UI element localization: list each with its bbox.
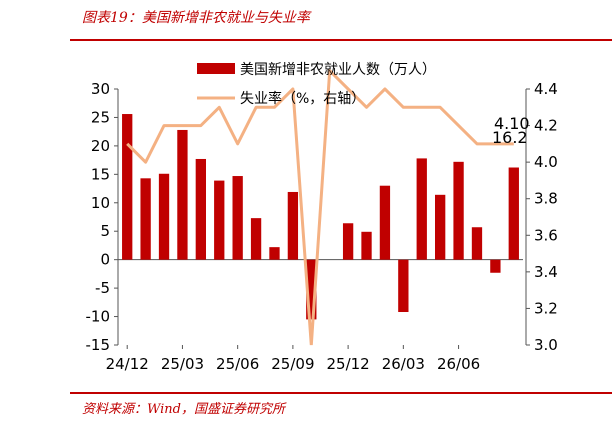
y-right-tick-label: 4.2 <box>534 117 558 135</box>
y-left-tick-label: -5 <box>95 279 110 297</box>
bar-25/05 <box>214 180 225 260</box>
source-note: 资料来源：Wind，国盛证券研究所 <box>82 402 285 417</box>
x-tick-label: 26/03 <box>382 355 425 373</box>
x-tick-label: 25/09 <box>271 355 314 373</box>
bar-25/12 <box>342 223 354 260</box>
legend-swatch-bar <box>197 63 235 74</box>
bar-24/12 <box>122 114 133 260</box>
bar-26/09 <box>508 167 519 260</box>
legend-label-bar: 美国新增非农就业人数（万人） <box>240 62 436 78</box>
y-left-tick-label: 20 <box>91 137 110 155</box>
bar-25/02 <box>158 173 170 260</box>
bar-26/06 <box>453 161 464 260</box>
y-left-tick-label: 15 <box>91 165 110 183</box>
data-label-payrolls: 16.2 <box>492 128 528 147</box>
unemployment-line <box>126 69 514 346</box>
x-tick-label: 26/06 <box>437 355 480 373</box>
y-left-tick-label: -10 <box>86 308 111 326</box>
bar-25/07 <box>250 218 262 260</box>
y-right-tick-label: 4.4 <box>534 80 558 98</box>
y-right-tick-label: 3.0 <box>534 336 558 354</box>
bottom-rule <box>70 392 612 394</box>
y-left-tick-label: 0 <box>100 251 110 269</box>
bar-25/03 <box>177 129 188 260</box>
top-rule <box>70 39 612 41</box>
y-right-tick-label: 3.8 <box>534 190 558 208</box>
y-right-tick-label: 3.6 <box>534 226 558 244</box>
y-right-tick-label: 3.4 <box>534 263 558 281</box>
x-tick-label: 24/12 <box>106 355 149 373</box>
bar-25/09 <box>287 191 299 260</box>
y-left-tick-label: 10 <box>91 194 110 212</box>
data-label-unemployment: 4.10 <box>494 114 530 133</box>
bar-25/08 <box>269 247 280 260</box>
y-right-tick-label: 4.0 <box>534 153 558 171</box>
y-left-tick-label: 30 <box>91 80 110 98</box>
y-left-tick-label: 25 <box>91 108 110 126</box>
bar-25/06 <box>232 176 243 260</box>
bar-26/05 <box>435 194 446 260</box>
x-tick-label: 25/06 <box>216 355 259 373</box>
y-right-tick-label: 3.2 <box>534 299 558 317</box>
legend-label-line: 失业率（%，右轴） <box>240 90 365 107</box>
y-left-tick-label: 5 <box>100 222 110 240</box>
bar-26/07 <box>471 227 483 260</box>
bar-25/04 <box>195 158 206 260</box>
bar-26/08 <box>490 259 501 273</box>
bar-26/04 <box>416 158 427 260</box>
bar-26/01 <box>361 231 372 260</box>
bar-26/02 <box>379 185 391 260</box>
x-tick-label: 25/12 <box>326 355 369 373</box>
bar-26/03 <box>398 259 409 313</box>
y-left-tick-label: -15 <box>86 336 111 354</box>
x-tick-label: 25/03 <box>161 355 204 373</box>
bar-25/10 <box>306 259 317 320</box>
bar-25/01 <box>140 178 151 260</box>
figure-title: 图表19：美国新增非农就业与失业率 <box>82 10 310 26</box>
